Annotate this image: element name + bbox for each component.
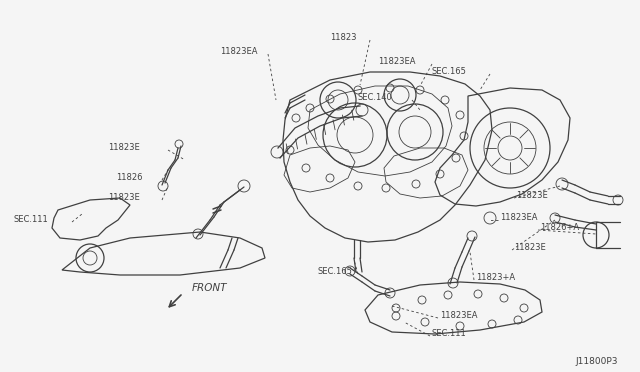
Text: SEC.140: SEC.140: [358, 93, 393, 103]
Text: 11823: 11823: [330, 33, 356, 42]
Text: 11823E: 11823E: [516, 192, 548, 201]
Text: SEC.111: SEC.111: [432, 330, 467, 339]
Text: FRONT: FRONT: [192, 283, 227, 293]
Text: 11823EA: 11823EA: [440, 311, 477, 321]
Text: 11823EA: 11823EA: [378, 58, 415, 67]
Text: 11823+A: 11823+A: [476, 273, 515, 282]
Text: 11823E: 11823E: [108, 144, 140, 153]
Text: 11823EA: 11823EA: [220, 48, 257, 57]
Text: 11823E: 11823E: [108, 193, 140, 202]
Text: SEC.165: SEC.165: [432, 67, 467, 77]
Text: 11823EA: 11823EA: [500, 214, 538, 222]
Text: SEC.165: SEC.165: [318, 267, 353, 276]
Text: J11800P3: J11800P3: [575, 357, 618, 366]
Text: 11823E: 11823E: [514, 244, 546, 253]
Text: 11826: 11826: [116, 173, 143, 183]
Text: SEC.111: SEC.111: [14, 215, 49, 224]
Text: 11826+A: 11826+A: [540, 224, 579, 232]
